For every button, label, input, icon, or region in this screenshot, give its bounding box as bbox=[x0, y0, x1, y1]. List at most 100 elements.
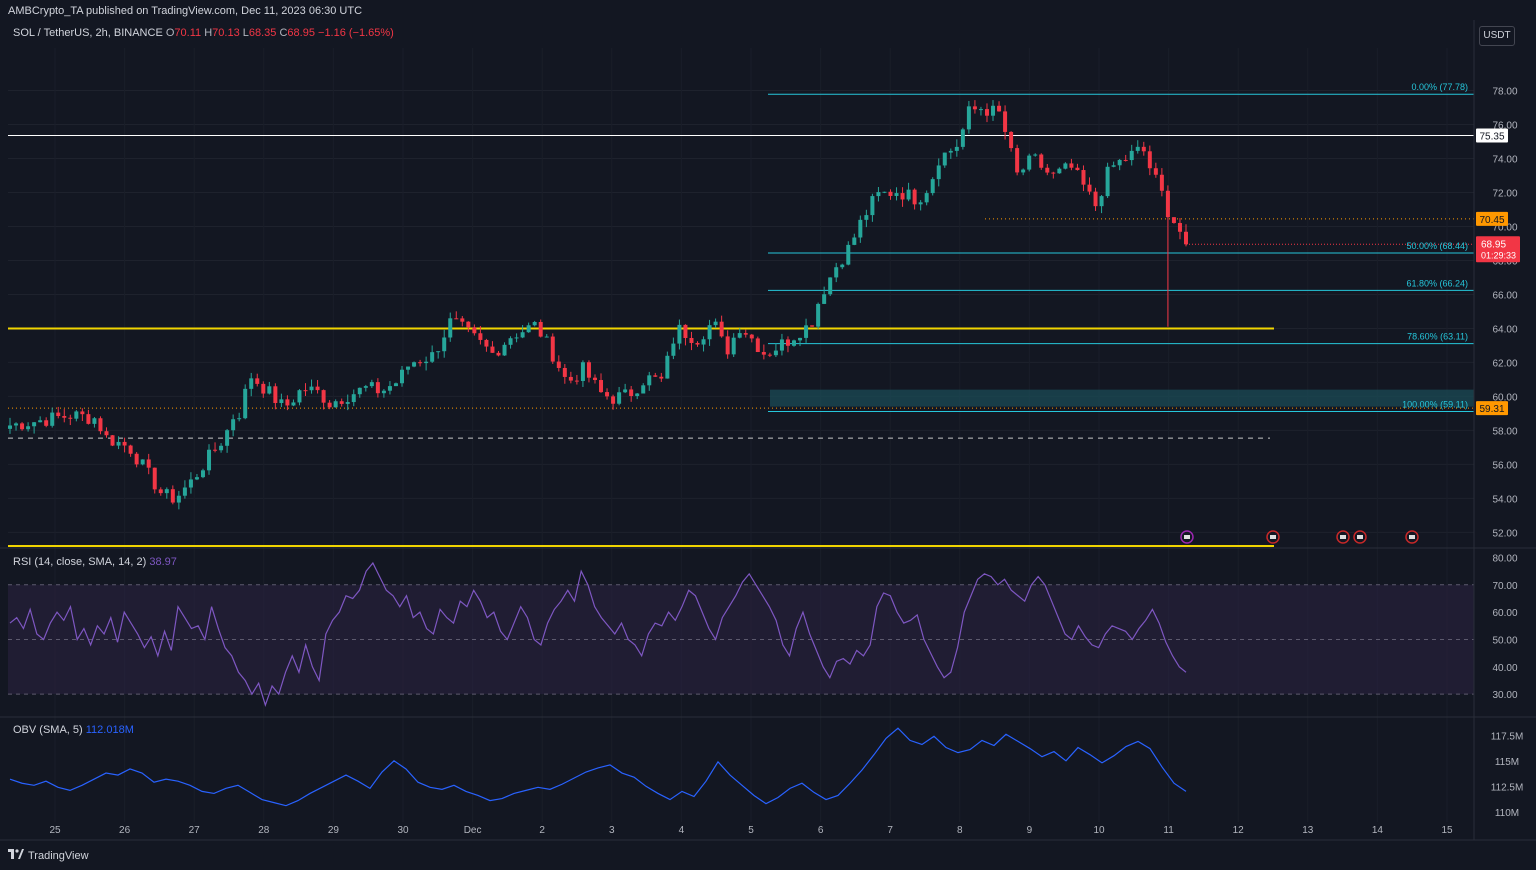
price-tick-label: 58.00 bbox=[1492, 426, 1517, 437]
candle-body bbox=[219, 445, 224, 451]
candle-body bbox=[182, 487, 187, 496]
candle-body bbox=[134, 453, 139, 465]
candle-body bbox=[424, 361, 429, 364]
candle-body bbox=[327, 402, 332, 408]
candle-body bbox=[8, 425, 12, 429]
candle-body bbox=[846, 244, 851, 265]
candle-body bbox=[972, 106, 977, 110]
candle-body bbox=[918, 202, 923, 205]
obv-tick-label: 110M bbox=[1495, 808, 1519, 819]
candle-body bbox=[804, 325, 809, 338]
candle-body bbox=[792, 340, 796, 346]
price-tick-label: 72.00 bbox=[1492, 188, 1517, 199]
candle-body bbox=[798, 337, 803, 341]
rsi-tick-label: 40.00 bbox=[1492, 663, 1517, 674]
candle-body bbox=[454, 318, 459, 320]
candle-body bbox=[351, 394, 356, 403]
time-tick-label: 5 bbox=[748, 825, 754, 836]
event-marker-flag bbox=[1184, 535, 1190, 539]
candle-body bbox=[1153, 168, 1158, 175]
candle-body bbox=[991, 105, 996, 116]
obv-tick-label: 112.5M bbox=[1491, 782, 1524, 793]
candle-body bbox=[1063, 163, 1068, 169]
candle-body bbox=[580, 362, 585, 382]
rsi-params: RSI (14, close, SMA, 14, 2) bbox=[13, 556, 147, 568]
price-tick-label: 70.00 bbox=[1492, 222, 1517, 233]
time-tick-label: 10 bbox=[1093, 825, 1105, 836]
time-tick-label: 30 bbox=[397, 825, 409, 836]
zones bbox=[770, 389, 1474, 407]
candle-body bbox=[870, 196, 875, 216]
candle-body bbox=[1039, 154, 1044, 168]
candle-body bbox=[810, 325, 815, 327]
candle-body bbox=[1021, 169, 1026, 173]
candle-body bbox=[629, 389, 634, 397]
candle-body bbox=[1015, 148, 1020, 173]
open-label: O bbox=[165, 27, 175, 39]
candle-body bbox=[1105, 166, 1110, 197]
candle-body bbox=[164, 489, 169, 494]
candle-body bbox=[773, 350, 778, 356]
candle-body bbox=[436, 351, 441, 353]
candle-body bbox=[713, 321, 718, 326]
candle-body bbox=[484, 339, 489, 347]
price-tick-label: 54.00 bbox=[1492, 494, 1517, 505]
candle-body bbox=[725, 336, 730, 355]
high-value: 70.13 bbox=[212, 27, 240, 39]
candle-body bbox=[472, 327, 477, 334]
candle-body bbox=[104, 431, 109, 436]
level-tag-bg bbox=[1476, 401, 1508, 416]
candle-body bbox=[490, 346, 495, 353]
time-tick-label: 6 bbox=[818, 825, 824, 836]
candle-body bbox=[828, 277, 833, 295]
candle-body bbox=[309, 386, 314, 391]
candle-body bbox=[56, 412, 61, 417]
candle-body bbox=[779, 339, 784, 351]
time-tick-label: 15 bbox=[1441, 825, 1453, 836]
candle-body bbox=[864, 215, 869, 220]
time-tick-label: 3 bbox=[609, 825, 615, 836]
candle-body bbox=[671, 343, 676, 356]
currency-button[interactable]: USDT bbox=[1479, 26, 1515, 46]
candle-body bbox=[279, 399, 284, 404]
candle-body bbox=[1075, 167, 1080, 171]
candle-body bbox=[496, 352, 501, 356]
candle-body bbox=[1147, 151, 1152, 169]
candle-body bbox=[550, 336, 555, 362]
candle-body bbox=[1033, 154, 1038, 156]
candle-body bbox=[1057, 168, 1062, 174]
candle-body bbox=[502, 344, 507, 356]
candle-body bbox=[333, 401, 338, 408]
candle-body bbox=[249, 378, 254, 389]
candle-body bbox=[888, 191, 893, 196]
candle-body bbox=[599, 380, 604, 393]
rsi-tick-label: 80.00 bbox=[1492, 553, 1517, 564]
time-tick-label: 26 bbox=[119, 825, 131, 836]
level-tag-bg bbox=[1476, 128, 1508, 143]
price-tick-label: 60.00 bbox=[1492, 392, 1517, 403]
candle-body bbox=[556, 361, 561, 368]
candle-body bbox=[1051, 172, 1056, 174]
candle-body bbox=[611, 396, 616, 404]
candle-body bbox=[430, 352, 435, 362]
candle-body bbox=[912, 189, 917, 205]
candle-body bbox=[225, 430, 230, 446]
close-value: 68.95 bbox=[287, 27, 315, 39]
candle-body bbox=[816, 303, 821, 327]
candle-body bbox=[207, 449, 212, 471]
candle-body bbox=[1159, 174, 1164, 191]
candle-body bbox=[508, 338, 513, 345]
candle-body bbox=[243, 388, 248, 419]
candle-body bbox=[605, 392, 610, 397]
candle-body bbox=[574, 380, 579, 382]
candle-body bbox=[954, 146, 959, 151]
time-tick-label: 2 bbox=[539, 825, 545, 836]
candle-body bbox=[122, 441, 127, 446]
tradingview-logo-icon bbox=[8, 849, 24, 862]
candle-body bbox=[562, 367, 567, 377]
candle-body bbox=[1009, 131, 1014, 149]
candle-body bbox=[586, 362, 591, 378]
candle-body bbox=[659, 376, 664, 379]
